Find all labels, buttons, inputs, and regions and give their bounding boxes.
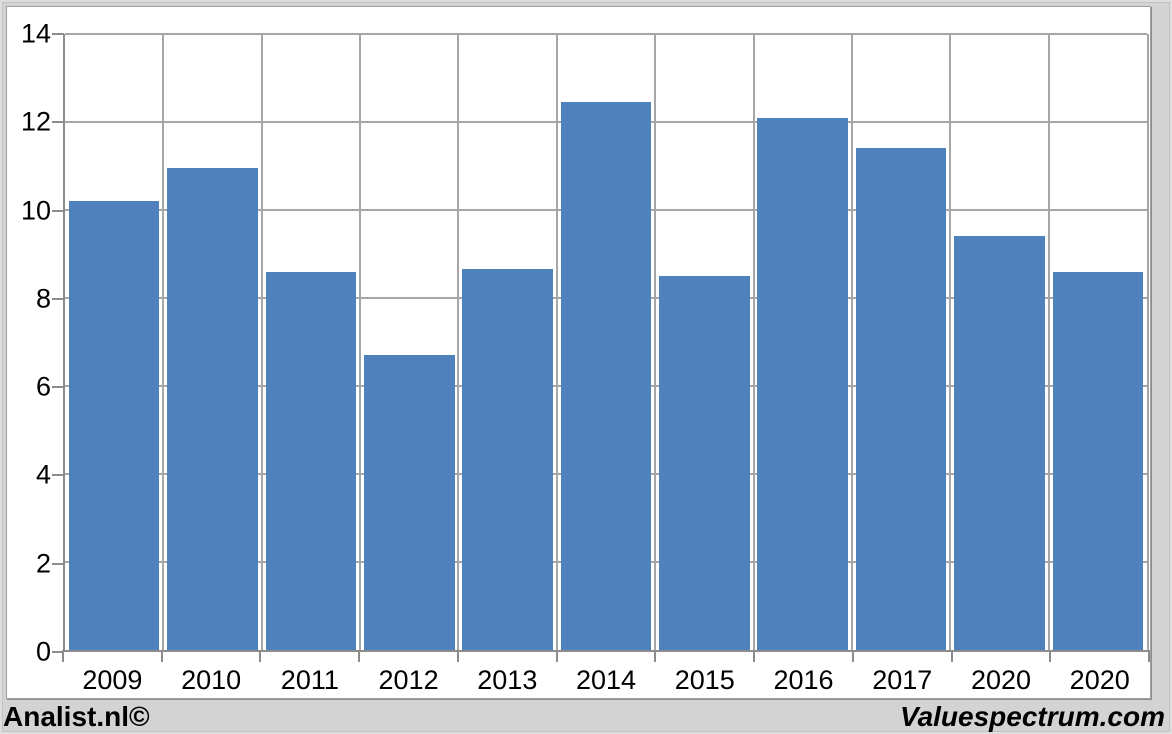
bar-cell-2012 [360, 34, 458, 650]
x-tick-label-2014: 2014 [576, 665, 637, 695]
gridline-h [65, 33, 1147, 35]
gridline-v [752, 34, 755, 650]
gridline-v [1047, 34, 1050, 650]
y-tick-mark [52, 297, 64, 300]
x-tick-label-2013: 2013 [477, 665, 538, 695]
x-tick-label-2012: 2012 [378, 665, 439, 695]
chart-panel: 0 2 4 6 8 10 12 14 2009 2010 2011 2012 2013 2014 2015… [6, 6, 1151, 699]
x-tick-mark [1148, 650, 1150, 662]
y-tick-label: 6 [35, 371, 51, 402]
y-tick-label: 0 [35, 636, 51, 667]
x-tick-label-2020: 2020 [1069, 665, 1130, 695]
bar-series [65, 34, 1147, 650]
x-tick-mark [753, 650, 756, 662]
gridline-v [555, 34, 558, 650]
bar-2010 [167, 168, 258, 650]
x-tick-label-2020: 2020 [970, 665, 1032, 695]
x-tick-mark [160, 650, 163, 662]
bar-2017 [855, 148, 947, 650]
gridline-v [260, 34, 263, 650]
y-tick-mark [52, 651, 64, 653]
bar-cell-2020 [950, 34, 1048, 650]
bar-2014 [560, 102, 652, 650]
y-tick-mark [52, 209, 64, 212]
x-tick-label-2016: 2016 [773, 665, 834, 695]
bar-2015 [659, 276, 750, 650]
gridline-v [457, 34, 460, 650]
bar-2020 [954, 236, 1045, 650]
bar-2020 [1052, 271, 1144, 650]
y-tick-mark [52, 386, 64, 389]
bar-cell-2016 [754, 34, 852, 650]
x-tick-mark [259, 650, 262, 662]
bar-2016 [757, 117, 848, 650]
bar-2011 [265, 271, 357, 650]
gridline-v [654, 34, 657, 650]
y-tick-label: 12 [20, 106, 51, 137]
bar-2013 [462, 269, 553, 650]
x-tick-label-2015: 2015 [674, 665, 735, 695]
x-tick-mark [1049, 650, 1052, 662]
plot-area [63, 33, 1149, 652]
x-tick-mark [851, 650, 854, 662]
y-tick-label: 10 [20, 195, 51, 226]
x-tick-mark [456, 650, 459, 662]
x-axis-labels: 2009 2010 2011 2012 2013 2014 2015 2016 2017 2020… [63, 663, 1149, 697]
y-tick-label: 4 [35, 459, 51, 490]
x-tick-label-2010: 2010 [181, 665, 242, 695]
y-axis-labels: 0 2 4 6 8 10 12 14 [7, 20, 51, 665]
y-tick-mark [52, 121, 64, 124]
bar-cell-2010 [163, 34, 261, 650]
x-tick-mark [950, 650, 953, 662]
y-tick-label: 14 [20, 18, 51, 49]
bar-cell-2009 [65, 34, 163, 650]
bar-2009 [68, 201, 160, 650]
x-tick-label-2009: 2009 [82, 665, 143, 695]
y-tick-mark [52, 33, 64, 35]
brand-left-text: Analist.nl© [3, 701, 150, 732]
x-tick-mark [62, 650, 64, 662]
bar-cell-2014 [557, 34, 655, 650]
bar-cell-2011 [262, 34, 360, 650]
gridline-v [162, 34, 165, 650]
bar-cell-2020 [1049, 34, 1147, 650]
gridline-v [850, 34, 853, 650]
x-axis-ticks [62, 650, 1150, 662]
gridline-v [359, 34, 362, 650]
y-tick-label: 8 [35, 283, 51, 314]
x-tick-mark [358, 650, 361, 662]
y-tick-mark [52, 474, 64, 477]
y-tick-mark [52, 562, 64, 565]
x-tick-mark [555, 650, 558, 662]
bar-cell-2015 [655, 34, 753, 650]
x-tick-label-2011: 2011 [280, 665, 339, 695]
x-tick-mark [654, 650, 657, 662]
bar-cell-2013 [458, 34, 556, 650]
bar-2012 [364, 355, 455, 650]
x-tick-label-2017: 2017 [872, 665, 933, 695]
gridline-v [949, 34, 952, 650]
brand-right-text: Valuespectrum.com [899, 701, 1165, 732]
y-tick-label: 2 [35, 548, 51, 579]
footer: Analist.nl© Valuespectrum.com [0, 700, 1172, 734]
bar-cell-2017 [852, 34, 950, 650]
y-axis-ticks [52, 33, 64, 653]
